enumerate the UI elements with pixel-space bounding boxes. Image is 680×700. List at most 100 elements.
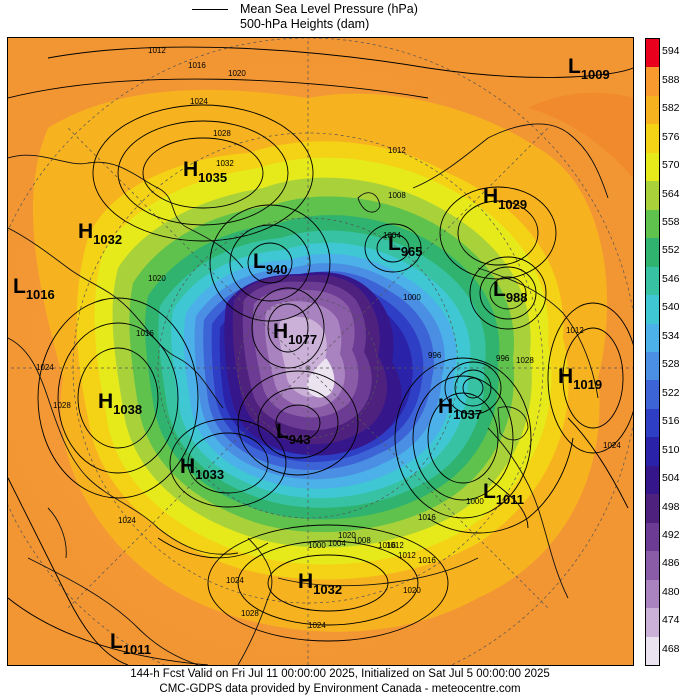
pressure-center-high: H1038 xyxy=(98,390,142,417)
isobar-label: 1012 xyxy=(386,541,404,550)
pressure-center-value: 1037 xyxy=(453,407,482,422)
pressure-center-value: 965 xyxy=(401,244,423,259)
colorbar-label: 546 xyxy=(662,272,680,285)
map-canvas: 1012101610201024102810321012100810041000… xyxy=(8,38,633,665)
pressure-center-value: 1035 xyxy=(198,170,227,185)
isobar-labels: 1012101610201024102810321012100810041000… xyxy=(36,46,621,630)
isobar-label: 1028 xyxy=(53,401,71,410)
pressure-center-value: 1032 xyxy=(313,582,342,597)
coastlines xyxy=(8,123,609,665)
pressure-center-high: H1037 xyxy=(438,395,482,422)
pressure-center-type: H xyxy=(483,185,498,208)
isobar-label: 1000 xyxy=(403,293,421,302)
isobar-label: 1004 xyxy=(328,539,346,548)
colorbar-label: 552 xyxy=(662,244,680,257)
isobar-label: 1008 xyxy=(353,536,371,545)
colorbar-cell-534 xyxy=(646,323,659,353)
pressure-center-value: 1011 xyxy=(496,492,524,507)
pressure-center-type: L xyxy=(388,232,401,255)
pressure-center-value: 1032 xyxy=(93,232,122,247)
isobar-label: 1020 xyxy=(228,69,246,78)
colorbar-cell-570 xyxy=(646,152,659,182)
isobar-label: 996 xyxy=(496,354,510,363)
colorbar-label: 528 xyxy=(662,358,680,371)
colorbar-cell-582 xyxy=(646,95,659,125)
colorbar-label: 576 xyxy=(662,130,680,143)
isobar-label: 1024 xyxy=(603,441,621,450)
weather-map: 1012 1016 1020 1024 1028 1032 1012 1008 1004 1000… xyxy=(7,37,634,666)
isobars xyxy=(8,46,633,665)
data-credit-caption: CMC-GDPS data provided by Environment Ca… xyxy=(159,683,521,695)
isobar-label: 1012 xyxy=(388,146,406,155)
pressure-center-high: H1032 xyxy=(298,570,342,597)
colorbar-label: 480 xyxy=(662,585,680,598)
pressure-center-high: H1077 xyxy=(273,320,317,347)
colorbar-cell-516 xyxy=(646,408,659,438)
pressure-center-low: L988 xyxy=(493,278,528,305)
pressure-center-type: L xyxy=(13,275,26,298)
pressure-center-low: L943 xyxy=(276,420,311,447)
pressure-center-type: H xyxy=(273,320,288,343)
colorbar-cell-528 xyxy=(646,352,659,381)
pressure-center-value: 943 xyxy=(289,432,311,447)
colorbar-label: 516 xyxy=(662,415,680,428)
pressure-center-value: 940 xyxy=(266,262,288,277)
colorbar-label: 570 xyxy=(662,159,680,172)
colorbar-label: 504 xyxy=(662,472,680,485)
legend-line-swatch xyxy=(192,9,228,10)
pressure-center-high: H1032 xyxy=(78,220,122,247)
pressure-center-value: 1038 xyxy=(113,402,142,417)
colorbar-label: 582 xyxy=(662,102,680,115)
colorbar-label: 534 xyxy=(662,329,680,342)
height-colorbar xyxy=(645,38,660,666)
isobar-label: 1028 xyxy=(213,129,231,138)
isobar-label: 1012 xyxy=(398,551,416,560)
colorbar-label: 522 xyxy=(662,386,680,399)
pressure-center-value: 1009 xyxy=(581,67,610,82)
colorbar-cell-504 xyxy=(646,465,659,495)
colorbar-cell-594 xyxy=(646,39,659,68)
isobar-label: 1020 xyxy=(338,531,356,540)
pressure-center-low: L1016 xyxy=(13,275,55,302)
isobar-label: 1016 xyxy=(418,556,436,565)
isobar-label: 1008 xyxy=(388,191,406,200)
pressure-center-high: H1035 xyxy=(183,158,227,185)
isobar-label: 1016 xyxy=(418,513,436,522)
colorbar-cell-576 xyxy=(646,124,659,154)
colorbar-label: 594 xyxy=(662,45,680,58)
isobar-label: 1028 xyxy=(241,609,259,618)
pressure-center-value: 1077 xyxy=(288,332,317,347)
colorbar-cell-564 xyxy=(646,181,659,211)
pressure-center-value: 1011 xyxy=(123,642,151,657)
colorbar-cell-546 xyxy=(646,266,659,296)
pressure-center-low: L940 xyxy=(253,250,288,277)
colorbar-cell-552 xyxy=(646,238,659,268)
colorbar-cell-492 xyxy=(646,522,659,552)
map-legend: Mean Sea Level Pressure (hPa) 500-hPa He… xyxy=(190,2,510,36)
pressure-center-high: H1019 xyxy=(558,365,602,392)
pressure-center-low: L1011 xyxy=(483,480,524,507)
pressure-center-value: 988 xyxy=(506,290,528,305)
pressure-center-high: H1033 xyxy=(180,455,224,482)
colorbar-cell-522 xyxy=(646,380,659,410)
pressure-center-value: 1033 xyxy=(195,467,224,482)
isobar-label: 1024 xyxy=(308,621,326,630)
colorbar-label: 492 xyxy=(662,528,680,541)
pressure-center-type: L xyxy=(483,480,496,503)
forecast-valid-caption: 144-h Fcst Valid on Fri Jul 11 00:00:00 … xyxy=(130,668,550,680)
isobar-label: 1024 xyxy=(118,516,136,525)
colorbar-label: 564 xyxy=(662,187,680,200)
pressure-center-type: H xyxy=(438,395,453,418)
pressure-center-value: 1016 xyxy=(26,287,55,302)
legend-heights-label: 500-hPa Heights (dam) xyxy=(240,17,370,31)
isobar-label: 1000 xyxy=(308,541,326,550)
pressure-center-type: L xyxy=(110,630,123,653)
pressure-center-type: H xyxy=(180,455,195,478)
colorbar-cell-558 xyxy=(646,209,659,239)
pressure-center-low: L1009 xyxy=(568,55,610,82)
isobar-label: 996 xyxy=(428,351,442,360)
isobar-label: 1016 xyxy=(378,541,396,550)
pressure-center-type: H xyxy=(98,390,113,413)
isobar-label: 1020 xyxy=(148,274,166,283)
colorbar-label: 588 xyxy=(662,73,680,86)
